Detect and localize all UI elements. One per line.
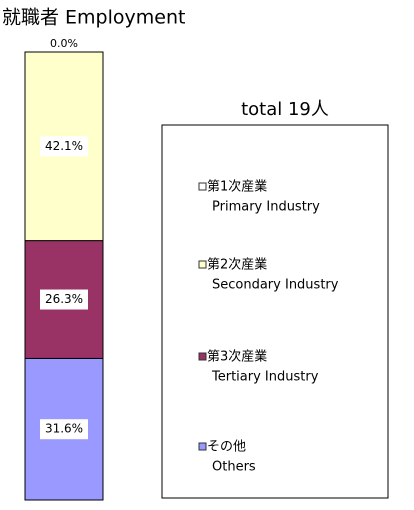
legend-box: [161, 124, 389, 499]
legend-label: その他: [207, 440, 246, 455]
label-bg: [40, 419, 88, 440]
data-label: 0.0%: [50, 37, 78, 50]
legend-label: 第2次産業: [207, 257, 267, 273]
legend-label: 第3次産業: [207, 349, 267, 365]
legend-label: 第1次産業: [207, 179, 267, 195]
label-bg: [40, 289, 88, 310]
data-label: 31.6%: [45, 422, 83, 436]
legend-label-en: Tertiary Industry: [211, 370, 319, 385]
legend-marker: [198, 442, 207, 451]
chart-title: 就職者 Employment: [2, 7, 185, 29]
label-bg: [40, 136, 88, 157]
legend-marker: [198, 352, 207, 361]
legend-label-en: Others: [212, 460, 256, 475]
bar-segment: [24, 240, 104, 359]
legend-label-en: Primary Industry: [212, 200, 320, 215]
legend-marker: [198, 260, 207, 269]
legend-label-en: Secondary Industry: [212, 278, 339, 293]
legend-marker: [198, 182, 207, 191]
data-label: 26.3%: [45, 292, 83, 306]
data-label: 42.1%: [45, 139, 83, 153]
legend-title: total 19人: [241, 99, 329, 120]
